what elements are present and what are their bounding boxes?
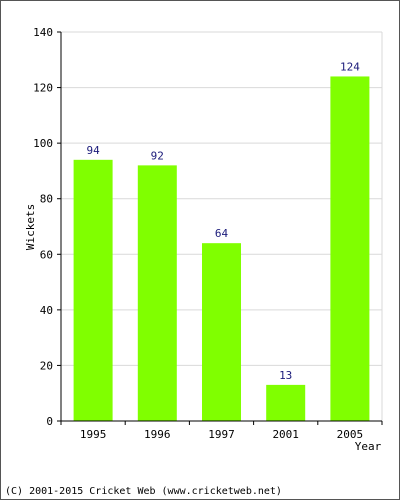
data-label: 94 [86, 144, 100, 157]
bar-2005 [330, 76, 370, 421]
data-label: 13 [279, 369, 292, 382]
y-tick-label: 20 [40, 359, 53, 372]
axis-layer [57, 31, 383, 425]
x-tick-label: 1995 [80, 428, 107, 441]
bar-1996 [137, 165, 177, 421]
y-tick-label: 40 [40, 304, 53, 317]
x-tick-label: 2005 [337, 428, 364, 441]
y-tick-label: 0 [46, 415, 53, 428]
y-tick-label: 100 [33, 137, 53, 150]
bar-1995 [73, 159, 113, 422]
copyright-notice: (C) 2001-2015 Cricket Web (www.cricketwe… [5, 486, 282, 497]
data-label: 64 [215, 227, 229, 240]
x-tick-label: 1997 [208, 428, 235, 441]
y-tick-label: 80 [40, 193, 53, 206]
x-tick-label: 1996 [144, 428, 171, 441]
data-label: 92 [151, 149, 164, 162]
bar-1997 [202, 243, 241, 421]
x-axis-title: Year [355, 440, 382, 453]
y-tick-label: 140 [33, 26, 53, 39]
x-tick-label: 2001 [272, 428, 299, 441]
label-layer: 0 20 40 60 80 100 120 140 94 1995 92 1996 64 1997 13 20… [33, 26, 363, 441]
y-tick-label: 120 [33, 82, 53, 95]
y-tick-label: 60 [40, 248, 53, 261]
bar-layer [73, 76, 370, 422]
y-axis-title: Wickets [24, 204, 37, 250]
bar-2001 [266, 384, 306, 421]
data-label: 124 [340, 60, 360, 73]
